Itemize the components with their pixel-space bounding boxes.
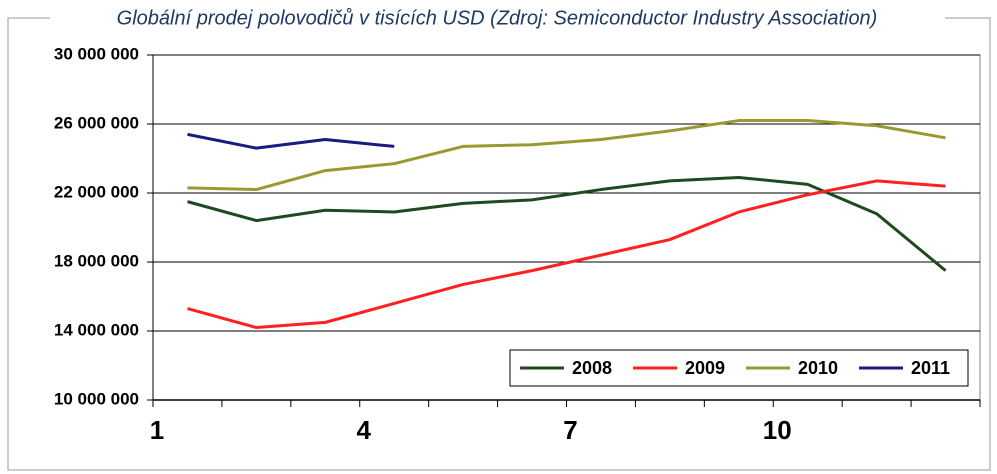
legend-label: 2009	[685, 358, 725, 378]
title-bg	[50, 6, 945, 32]
series-line	[187, 175, 947, 272]
x-tick-label: 4	[357, 415, 372, 445]
x-tick-label: 1	[150, 415, 164, 445]
y-tick-label: 22 000 000	[54, 182, 139, 201]
series-line	[187, 132, 395, 150]
y-tick-label: 18 000 000	[54, 251, 139, 270]
plot-area	[152, 54, 981, 401]
legend-label: 2010	[798, 358, 838, 378]
legend-label: 2011	[911, 358, 950, 378]
series-line	[187, 179, 946, 330]
y-tick-label: 30 000 000	[54, 44, 139, 63]
y-tick-label: 14 000 000	[54, 320, 139, 339]
y-tick-label: 10 000 000	[54, 389, 139, 408]
series-line	[187, 119, 946, 192]
chart-title: Globální prodej polovodičů v tisících US…	[117, 7, 878, 29]
legend-label: 2008	[572, 358, 612, 378]
y-tick-label: 26 000 000	[54, 113, 139, 132]
x-tick-label: 7	[563, 415, 577, 445]
x-tick-label: 10	[763, 415, 792, 445]
